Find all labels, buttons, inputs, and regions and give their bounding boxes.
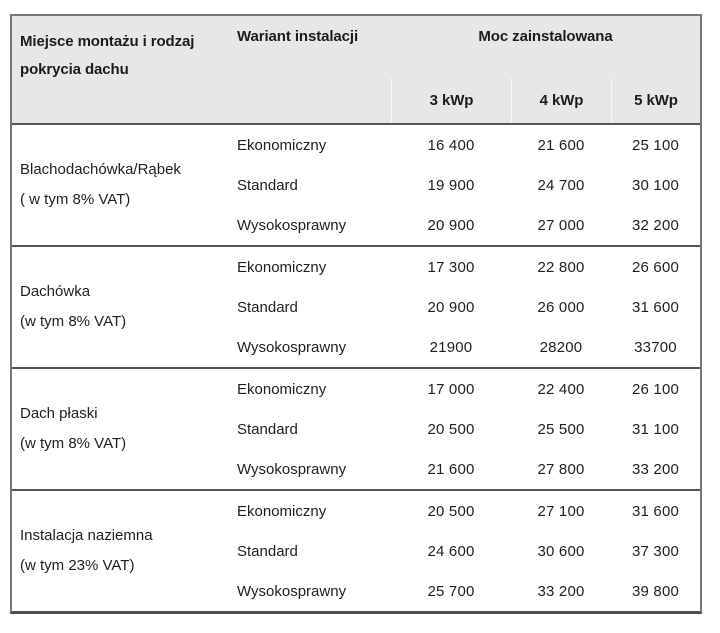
price-4kwp: 26 000 (537, 298, 585, 316)
price-5kwp: 33 200 (631, 460, 680, 478)
price-5kwp: 30 100 (631, 176, 680, 194)
price-4kwp: 25 500 (537, 420, 585, 438)
table-row: Standard 20 900 26 000 31 600 (237, 287, 700, 327)
table-row: Wysokosprawny 21 600 27 800 33 200 (237, 449, 700, 489)
price-5kwp: 33700 (634, 338, 677, 356)
price-5kwp: 25 100 (631, 136, 680, 154)
price-3kwp: 16 400 (427, 136, 475, 154)
price-4kwp: 21 600 (537, 136, 585, 154)
header-variant-label: Wariant instalacji (237, 28, 359, 45)
row-group-blachodachowka: Blachodachówka/Rąbek ( w tym 8% VAT) Eko… (12, 125, 700, 245)
variant-label: Ekonomiczny (237, 502, 327, 520)
table-row: Wysokosprawny 21900 28200 33700 (237, 327, 700, 367)
price-4kwp: 30 600 (537, 542, 585, 560)
location-name: Dachówka (20, 283, 91, 300)
price-5kwp: 31 600 (631, 502, 680, 520)
location-cell: Dach płaski (w tym 8% VAT) (12, 369, 237, 489)
variant-label: Ekonomiczny (237, 380, 327, 398)
table-row: Standard 19 900 24 700 30 100 (237, 165, 700, 205)
header-col-5kwp: 5 kWp (611, 78, 700, 123)
price-5kwp: 26 600 (631, 258, 680, 276)
table-row: Wysokosprawny 25 700 33 200 39 800 (237, 571, 700, 611)
header-col-3kwp: 3 kWp (391, 78, 511, 123)
variant-label: Ekonomiczny (237, 136, 327, 154)
table-row: Standard 24 600 30 600 37 300 (237, 531, 700, 571)
group-rows: Ekonomiczny 17 000 22 400 26 100 Standar… (237, 369, 700, 489)
header-spacer-1 (12, 78, 237, 123)
price-3kwp: 21900 (429, 338, 473, 356)
header-row-kwp: 3 kWp 4 kWp 5 kWp (12, 78, 700, 123)
price-5kwp: 26 100 (631, 380, 680, 398)
price-4kwp: 33 200 (537, 582, 585, 600)
location-vat: (w tym 23% VAT) (20, 557, 135, 574)
variant-label: Wysokosprawny (237, 460, 347, 478)
price-3kwp: 24 600 (427, 542, 475, 560)
price-3kwp: 20 900 (427, 216, 475, 234)
price-3kwp: 20 500 (427, 502, 475, 520)
variant-label: Wysokosprawny (237, 338, 347, 356)
price-3kwp: 20 900 (427, 298, 475, 316)
table-row: Standard 20 500 25 500 31 100 (237, 409, 700, 449)
price-4kwp: 22 400 (537, 380, 585, 398)
table-row: Ekonomiczny 20 500 27 100 31 600 (237, 491, 700, 531)
price-3kwp: 21 600 (427, 460, 475, 478)
row-group-dach-plaski: Dach płaski (w tym 8% VAT) Ekonomiczny 1… (12, 367, 700, 489)
table-row: Ekonomiczny 17 000 22 400 26 100 (237, 369, 700, 409)
pricing-table: Miejsce montażu i rodzaj pokrycia dachu … (10, 14, 702, 614)
variant-label: Standard (237, 542, 298, 560)
price-4kwp: 22 800 (537, 258, 585, 276)
price-5kwp: 32 200 (631, 216, 680, 234)
price-4kwp: 28200 (539, 338, 583, 356)
header-row-top: Miejsce montażu i rodzaj pokrycia dachu … (12, 16, 700, 78)
variant-label: Wysokosprawny (237, 582, 347, 600)
location-vat: (w tym 8% VAT) (20, 435, 127, 452)
price-4kwp: 27 800 (537, 460, 585, 478)
price-3kwp: 25 700 (427, 582, 475, 600)
group-rows: Ekonomiczny 20 500 27 100 31 600 Standar… (237, 491, 700, 611)
row-group-dachowka: Dachówka (w tym 8% VAT) Ekonomiczny 17 3… (12, 245, 700, 367)
price-5kwp: 39 800 (631, 582, 680, 600)
location-vat: (w tym 8% VAT) (20, 313, 127, 330)
price-4kwp: 27 100 (537, 502, 585, 520)
variant-label: Standard (237, 176, 298, 194)
header-spacer-2 (237, 78, 391, 123)
price-5kwp: 37 300 (631, 542, 680, 560)
location-cell: Instalacja naziemna (w tym 23% VAT) (12, 491, 237, 611)
price-3kwp: 17 300 (427, 258, 475, 276)
header-col-4kwp: 4 kWp (511, 78, 611, 123)
group-rows: Ekonomiczny 16 400 21 600 25 100 Standar… (237, 125, 700, 245)
variant-label: Standard (237, 420, 298, 438)
location-cell: Blachodachówka/Rąbek ( w tym 8% VAT) (12, 125, 237, 245)
price-3kwp: 17 000 (427, 380, 475, 398)
table-row: Ekonomiczny 16 400 21 600 25 100 (237, 125, 700, 165)
price-3kwp: 19 900 (427, 176, 475, 194)
price-5kwp: 31 600 (631, 298, 680, 316)
table-header: Miejsce montażu i rodzaj pokrycia dachu … (12, 16, 700, 125)
table-row: Ekonomiczny 17 300 22 800 26 600 (237, 247, 700, 287)
price-3kwp: 20 500 (427, 420, 475, 438)
location-vat: ( w tym 8% VAT) (20, 191, 131, 208)
group-rows: Ekonomiczny 17 300 22 800 26 600 Standar… (237, 247, 700, 367)
variant-label: Ekonomiczny (237, 258, 327, 276)
variant-label: Wysokosprawny (237, 216, 347, 234)
price-4kwp: 24 700 (537, 176, 585, 194)
price-4kwp: 27 000 (537, 216, 585, 234)
location-cell: Dachówka (w tym 8% VAT) (12, 247, 237, 367)
location-name: Instalacja naziemna (20, 527, 153, 544)
location-name: Dach płaski (20, 405, 98, 422)
header-location-label: Miejsce montażu i rodzaj pokrycia dachu (20, 33, 195, 78)
location-name: Blachodachówka/Rąbek (20, 161, 181, 178)
price-5kwp: 31 100 (631, 420, 680, 438)
header-power-label: Moc zainstalowana (478, 28, 613, 45)
variant-label: Standard (237, 298, 298, 316)
table-row: Wysokosprawny 20 900 27 000 32 200 (237, 205, 700, 245)
row-group-naziemna: Instalacja naziemna (w tym 23% VAT) Ekon… (12, 489, 700, 611)
